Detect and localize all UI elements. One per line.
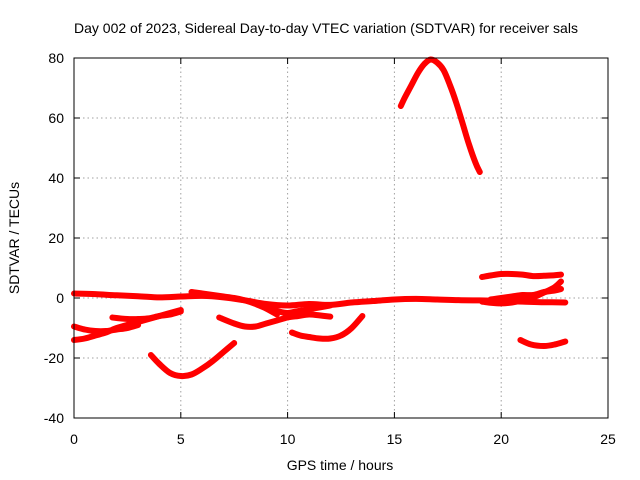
axis-ticks: 0 5 10 15 20 25 -40 -20 0 20 40 60 80 [44,50,616,447]
y-tick-label: 40 [48,170,64,186]
series-arc-10 [397,56,483,175]
x-tick-label: 5 [177,431,185,447]
series-arc-5 [147,340,238,380]
x-tick-label: 20 [493,431,509,447]
x-tick-label: 10 [280,431,296,447]
y-tick-label: 0 [56,290,64,306]
series-arc-11 [479,270,564,280]
series-arc-4 [109,308,184,323]
x-tick-label: 15 [387,431,403,447]
y-axis-label: SDTVAR / TECUs [6,182,22,294]
series-layer [71,56,569,380]
x-axis-label: GPS time / hours [287,457,394,473]
series-arc-14 [517,337,569,349]
y-tick-label: -40 [44,410,64,426]
series-arc-7 [216,311,334,330]
grid-lines [74,58,608,418]
y-tick-label: 80 [48,50,64,66]
series-arc-13 [479,278,564,307]
x-tick-label: 25 [600,431,616,447]
series-arc-8 [259,302,334,316]
series-arc-3 [71,322,142,335]
series-arc-9 [288,313,366,342]
y-tick-label: -20 [44,350,64,366]
chart-title: Day 002 of 2023, Sidereal Day-to-day VTE… [74,20,578,36]
x-tick-label: 0 [70,431,78,447]
y-tick-label: 60 [48,110,64,126]
y-tick-label: 20 [48,230,64,246]
